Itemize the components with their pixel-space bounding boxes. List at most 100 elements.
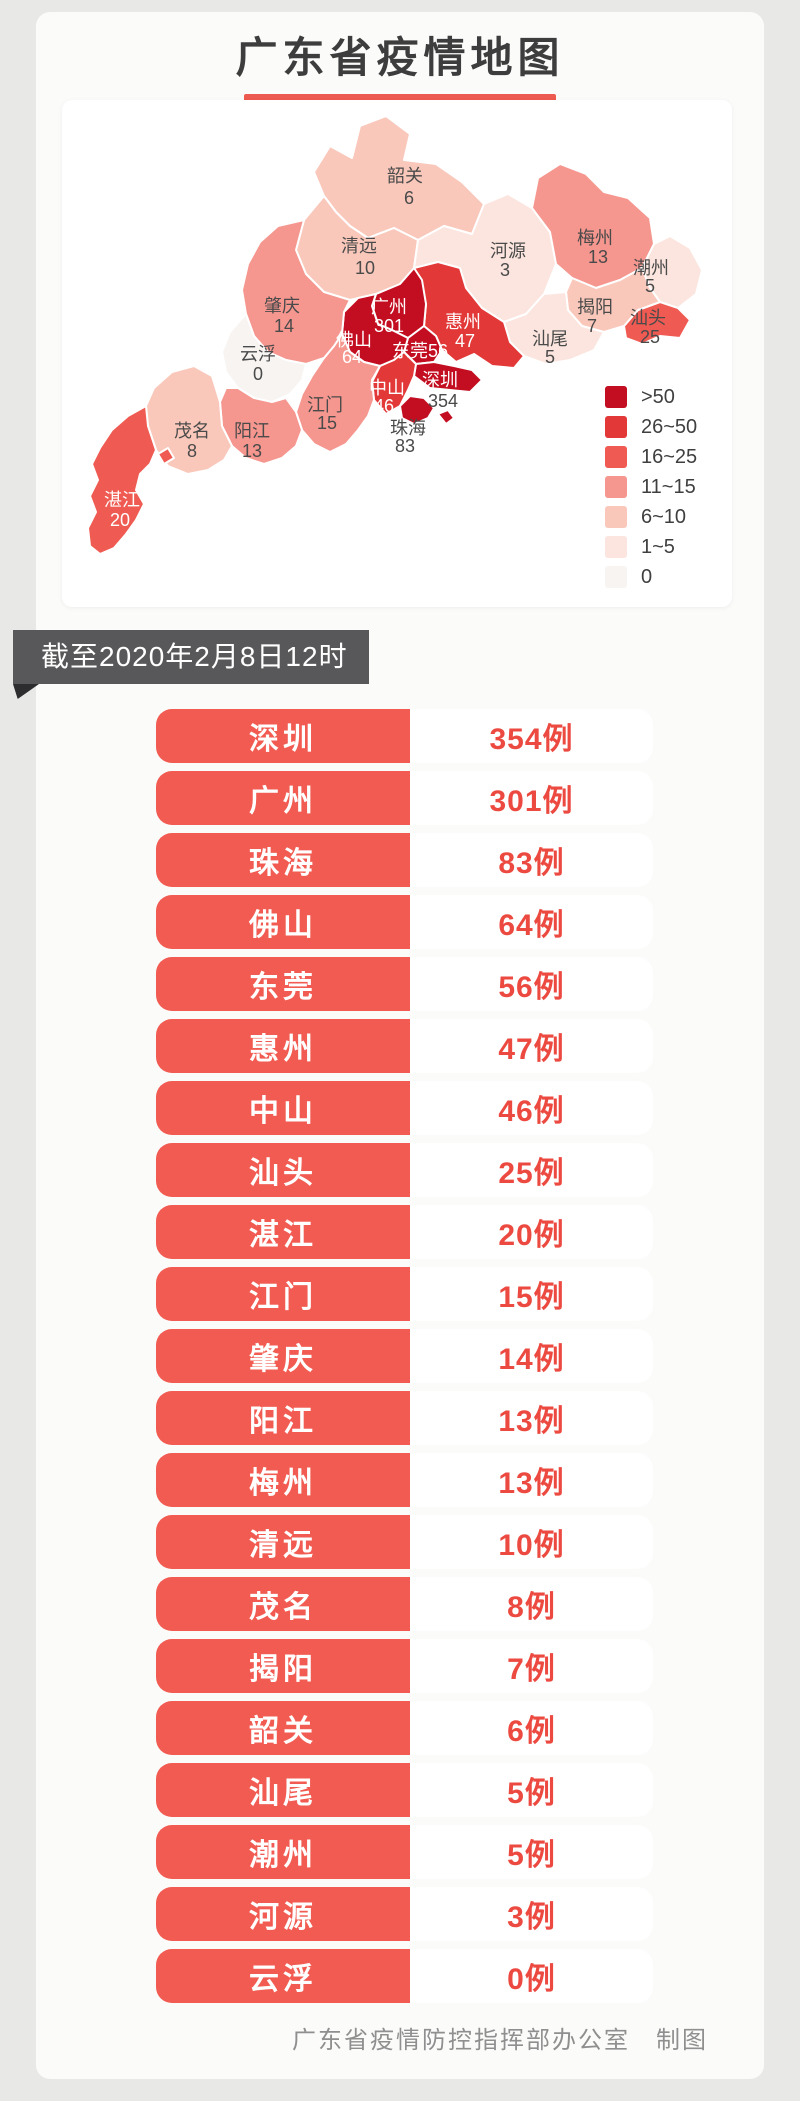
city-cell: 珠海 [156,833,410,887]
map-label-zhongshan: 中山 [369,378,405,398]
legend-item: 26~50 [605,416,697,438]
legend-item: 6~10 [605,506,697,528]
legend-swatch [605,506,627,528]
map-region-zhuhai [399,395,455,425]
table-row: 阳江 13例 [156,1391,653,1445]
map-label-qingyuan: 清远 [341,236,377,256]
legend-swatch [605,446,627,468]
legend-swatch [605,416,627,438]
map-value-zhaoqing: 14 [274,316,294,336]
table-row: 茂名 8例 [156,1577,653,1631]
map-region-yunfu [221,313,307,403]
map-label-chaozhou: 潮州 [633,258,669,278]
case-table: 深圳 354例 广州 301例 珠海 83例 佛山 64例 东莞 56例 惠州 47例 中山 46例 汕头 2… [156,709,653,2003]
table-row: 潮州 5例 [156,1825,653,1879]
city-cell: 潮州 [156,1825,410,1879]
value-cell: 20例 [410,1205,653,1259]
map-value-zhuhai: 83 [395,436,415,456]
table-row: 湛江 20例 [156,1205,653,1259]
table-row: 广州 301例 [156,771,653,825]
table-row: 肇庆 14例 [156,1329,653,1383]
legend-label: 1~5 [641,536,675,558]
legend-item: 1~5 [605,536,697,558]
map-value-shanwei: 5 [545,347,555,367]
city-cell: 汕尾 [156,1763,410,1817]
map-region-jiangmen [295,333,381,453]
map-value-zhongshan: 46 [374,396,394,416]
table-row: 揭阳 7例 [156,1639,653,1693]
value-cell: 354例 [410,709,653,763]
city-cell: 深圳 [156,709,410,763]
table-row: 云浮 0例 [156,1949,653,2003]
map-label-heyuan: 河源 [490,241,526,261]
table-row: 韶关 6例 [156,1701,653,1755]
map-label-shenzhen: 深圳 [422,370,458,390]
map-value-yunfu: 0 [253,364,263,384]
city-cell: 云浮 [156,1949,410,2003]
map-value-huizhou: 47 [455,331,475,351]
legend-swatch [605,536,627,558]
value-cell: 15例 [410,1267,653,1321]
value-cell: 5例 [410,1825,653,1879]
legend-item: 0 [605,566,697,588]
value-cell: 5例 [410,1763,653,1817]
value-cell: 56例 [410,957,653,1011]
map-value-shantou: 25 [640,327,660,347]
table-row: 珠海 83例 [156,833,653,887]
map-value-meizhou: 13 [588,247,608,267]
map-legend: >50 26~50 16~25 11~15 6~10 1~5 0 [605,386,697,588]
map-label-yunfu: 云浮 [240,344,276,364]
map-value-chaozhou: 5 [645,276,655,296]
value-cell: 25例 [410,1143,653,1197]
city-cell: 佛山 [156,895,410,949]
legend-item: 11~15 [605,476,697,498]
map-value-jieyang: 7 [587,316,597,336]
map-label-zhaoqing: 肇庆 [264,296,300,316]
map-value-guangzhou: 301 [374,316,404,336]
city-cell: 汕头 [156,1143,410,1197]
value-cell: 8例 [410,1577,653,1631]
legend-item: >50 [605,386,697,408]
legend-label: 11~15 [641,476,696,498]
table-row: 汕头 25例 [156,1143,653,1197]
map-region-zhanjiang [87,405,175,555]
legend-label: 0 [641,566,653,588]
value-cell: 13例 [410,1453,653,1507]
table-row: 清远 10例 [156,1515,653,1569]
city-cell: 韶关 [156,1701,410,1755]
value-cell: 83例 [410,833,653,887]
city-cell: 茂名 [156,1577,410,1631]
map-value-heyuan: 3 [500,260,510,280]
value-cell: 47例 [410,1019,653,1073]
city-cell: 揭阳 [156,1639,410,1693]
city-cell: 清远 [156,1515,410,1569]
map-region-yangjiang [219,387,303,465]
value-cell: 10例 [410,1515,653,1569]
table-row: 梅州 13例 [156,1453,653,1507]
map-label-dongguan: 东莞56 [392,341,448,361]
legend-item: 16~25 [605,446,697,468]
table-row: 江门 15例 [156,1267,653,1321]
city-cell: 河源 [156,1887,410,1941]
map-label-shantou: 汕头 [630,308,666,328]
value-cell: 301例 [410,771,653,825]
map-label-meizhou: 梅州 [577,228,613,248]
legend-swatch [605,476,627,498]
map-label-zhanjiang: 湛江 [104,490,140,510]
as-of-banner: 截至2020年2月8日12时 [13,630,369,684]
value-cell: 6例 [410,1701,653,1755]
table-row: 佛山 64例 [156,895,653,949]
map-label-jiangmen: 江门 [307,395,343,415]
table-row: 汕尾 5例 [156,1763,653,1817]
footer-credit: 广东省疫情防控指挥部办公室 制图 [292,2027,708,2054]
table-row: 河源 3例 [156,1887,653,1941]
main-card: 广东省疫情地图 韶关 6 清远 10 河源 3 梅州 13 潮州 5 汕头 25 揭阳 7 汕尾 5 惠州 47 广… [13,12,764,2079]
city-cell: 肇庆 [156,1329,410,1383]
table-row: 深圳 354例 [156,709,653,763]
table-row: 中山 46例 [156,1081,653,1135]
legend-label: >50 [641,386,675,408]
city-cell: 惠州 [156,1019,410,1073]
legend-swatch [605,566,627,588]
value-cell: 13例 [410,1391,653,1445]
